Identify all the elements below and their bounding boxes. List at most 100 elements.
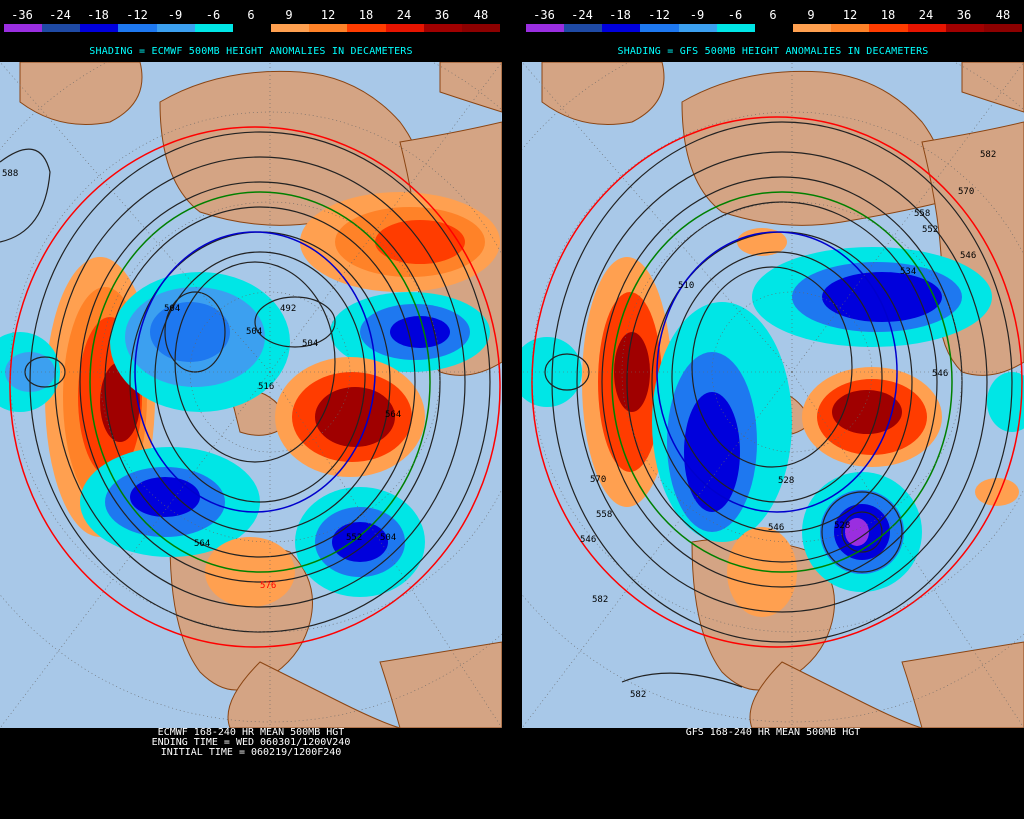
scale-swatch — [42, 24, 81, 32]
contour-label: 504 — [164, 304, 180, 314]
anomaly-color-scale — [4, 24, 501, 32]
scale-label: -24 — [571, 8, 593, 22]
caption-line: ECMWF 168-240 HR MEAN 500MB HGT — [157, 727, 345, 738]
scale-label: -6 — [205, 8, 221, 22]
scale-label: 36 — [434, 8, 450, 22]
contour-label: 504 — [380, 533, 396, 543]
ecmwf-map: 588 504 492 504 504 516 564 564 576 552 … — [0, 62, 502, 728]
gfs-panel: -36 -24 -18 -12 -9 -6 6 9 12 18 24 36 48… — [522, 0, 1024, 819]
scale-label: 9 — [807, 8, 815, 22]
scale-label: 48 — [473, 8, 489, 22]
contour-label: 528 — [834, 521, 850, 531]
scale-swatch — [4, 24, 43, 32]
scale-swatch — [385, 24, 424, 32]
contour-label: 558 — [596, 510, 612, 520]
contour-label: 582 — [980, 150, 996, 160]
scale-label: -9 — [167, 8, 183, 22]
contour-label: 546 — [768, 523, 784, 533]
red-contour — [531, 116, 1023, 648]
scale-swatch — [309, 24, 348, 32]
scale-label: 18 — [880, 8, 896, 22]
contour-label: 552 — [346, 533, 362, 543]
scale-label: -12 — [126, 8, 148, 22]
anomaly-color-scale — [526, 24, 1023, 32]
anomaly-shading — [0, 192, 500, 607]
caption-line: ENDING TIME = WED 060301/1200V240 — [151, 737, 351, 748]
contour-label: 546 — [932, 369, 948, 379]
contour-label: 546 — [960, 251, 976, 261]
contour-label: 504 — [246, 327, 262, 337]
contour-label: 582 — [630, 690, 646, 700]
ecmwf-panel: -36 -24 -18 -12 -9 -6 6 9 12 18 24 36 48… — [0, 0, 502, 819]
scale-swatch — [945, 24, 984, 32]
scale-swatch — [793, 24, 832, 32]
scale-swatch — [347, 24, 386, 32]
scale-swatch — [271, 24, 310, 32]
contour-label: 564 — [385, 410, 401, 420]
contour-label: 492 — [280, 304, 296, 314]
scale-label: -12 — [648, 8, 670, 22]
contour-label: 570 — [958, 187, 974, 197]
scale-label: 9 — [285, 8, 293, 22]
scale-swatch — [156, 24, 195, 32]
caption-line: INITIAL TIME = 060219/1200F240 — [160, 747, 342, 758]
green-contour — [611, 191, 953, 573]
scale-label: 18 — [358, 8, 374, 22]
contour-label: 558 — [914, 209, 930, 219]
scale-swatch — [232, 24, 272, 32]
scale-label: -18 — [87, 8, 109, 22]
contour-label: 504 — [302, 339, 318, 349]
anomaly-scale-labels: -36 -24 -18 -12 -9 -6 6 9 12 18 24 36 48 — [4, 8, 500, 22]
scale-label: 6 — [247, 8, 255, 22]
gfs-map-graphic: 582 570 558 552 546 534 510 570 558 546 … — [522, 62, 1024, 728]
contour-label: 546 — [580, 535, 596, 545]
green-contour — [89, 191, 431, 573]
gfs-caption: GFS 168-240 HR MEAN 500MB HGT — [522, 728, 1024, 738]
scale-swatch — [526, 24, 565, 32]
contour-label: 534 — [900, 267, 916, 277]
height-contours — [0, 131, 491, 633]
scale-label: -9 — [689, 8, 705, 22]
scale-label: -6 — [727, 8, 743, 22]
scale-label: 12 — [842, 8, 858, 22]
caption-line: GFS 168-240 HR MEAN 500MB HGT — [685, 727, 861, 738]
scale-swatch — [754, 24, 794, 32]
scale-swatch — [640, 24, 679, 32]
gfs-map: 582 570 558 552 546 534 510 570 558 546 … — [522, 62, 1024, 728]
scale-swatch — [461, 24, 501, 32]
scale-label: 6 — [769, 8, 777, 22]
anomaly-shading — [522, 228, 1024, 617]
scale-swatch — [831, 24, 870, 32]
scale-swatch — [80, 24, 119, 32]
scale-label: -24 — [49, 8, 71, 22]
scale-label: -36 — [533, 8, 555, 22]
scale-label: 24 — [396, 8, 412, 22]
contour-label: 552 — [922, 225, 938, 235]
scale-swatch — [564, 24, 603, 32]
scale-swatch — [716, 24, 755, 32]
scale-swatch — [118, 24, 157, 32]
contour-label: 564 — [194, 539, 210, 549]
scale-label: -18 — [609, 8, 631, 22]
ecmwf-map-graphic: 588 504 492 504 504 516 564 564 576 552 … — [0, 62, 502, 728]
scale-swatch — [602, 24, 641, 32]
scale-label: 12 — [320, 8, 336, 22]
contour-label: 570 — [590, 475, 606, 485]
lat-lon-grid — [0, 62, 502, 728]
anomaly-scale-labels: -36 -24 -18 -12 -9 -6 6 9 12 18 24 36 48 — [526, 8, 1022, 22]
contour-label: 510 — [678, 281, 694, 291]
scale-label: -36 — [11, 8, 33, 22]
contour-label: 528 — [778, 476, 794, 486]
height-contours — [544, 121, 1013, 688]
lat-lon-grid — [522, 62, 1024, 728]
scale-label: 24 — [918, 8, 934, 22]
scale-swatch — [678, 24, 717, 32]
scale-swatch — [983, 24, 1023, 32]
shading-subtitle: SHADING = ECMWF 500MB HEIGHT ANOMALIES I… — [89, 46, 413, 57]
scale-swatch — [194, 24, 233, 32]
contour-label: 582 — [592, 595, 608, 605]
contour-label: 588 — [2, 169, 18, 179]
landmass — [541, 62, 1024, 728]
shading-subtitle: SHADING = GFS 500MB HEIGHT ANOMALIES IN … — [617, 46, 929, 57]
scale-label: 48 — [995, 8, 1011, 22]
